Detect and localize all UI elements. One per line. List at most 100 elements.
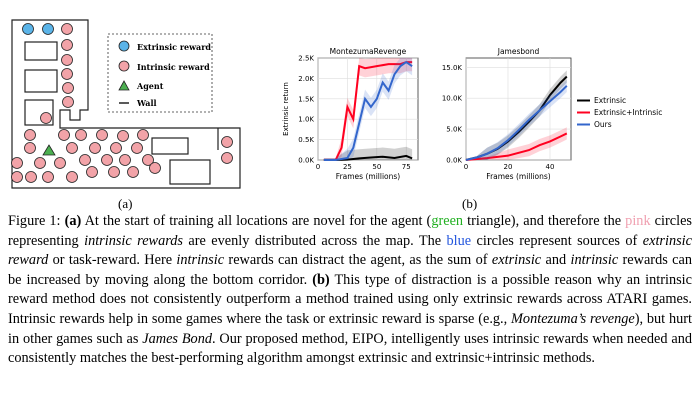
caption-text-9: rewards can be increased by moving along…	[8, 252, 692, 288]
x-tick-label: 0	[316, 163, 320, 171]
plot-title: MontezumaRevenge	[330, 47, 407, 56]
intrinsic-reward-circle	[86, 166, 98, 178]
legend-label: Ours	[594, 120, 612, 129]
caption-text-8: and	[541, 252, 571, 269]
intrinsic-reward-circle	[24, 142, 36, 154]
legend-agent-icon	[118, 80, 130, 91]
intrinsic-reward-circle	[131, 142, 143, 154]
intrinsic-reward-circle	[142, 154, 154, 166]
figure-caption: Figure 1: (a) At the start of training a…	[8, 212, 692, 369]
agent-triangle	[42, 144, 56, 156]
inner-wall-3	[24, 99, 54, 126]
figure-a-map: Extrinsic reward Intrinsic reward Agent …	[11, 19, 241, 189]
intrinsic-reward-circle	[62, 96, 74, 108]
caption-text-10: This type of distraction is a possible r…	[8, 271, 692, 327]
intrinsic-reward-circle	[101, 154, 113, 166]
series-line	[465, 132, 568, 161]
intrinsic-circles	[11, 23, 233, 183]
caption-text-3: circles representing	[8, 213, 692, 249]
plot-jamesbond: 0.0K 5.0K 10.0K 15.0K 0 20 40 Jamesbond Frames (…	[442, 47, 663, 181]
caption-em-intrinsic-rewards: intrinsic rewards	[84, 232, 183, 249]
intrinsic-reward-circle	[119, 154, 131, 166]
caption-em-extrinsic: extrinsic	[491, 252, 542, 269]
legend-wall-label: Wall	[136, 98, 157, 108]
x-tick-label: 75	[402, 163, 411, 171]
caption-text-2: triangle), and therefore the	[463, 213, 626, 229]
intrinsic-reward-circle	[58, 129, 70, 141]
intrinsic-reward-circle	[89, 142, 101, 154]
intrinsic-reward-circle	[221, 136, 233, 148]
outer-wall	[11, 19, 241, 189]
caption-blue-word: blue	[446, 232, 472, 249]
intrinsic-reward-circle	[66, 171, 78, 183]
series-line	[323, 61, 413, 161]
y-tick-label: 10.0K	[442, 95, 463, 103]
plot-frame	[465, 57, 572, 161]
intrinsic-reward-circle	[34, 157, 46, 169]
inner-wall-4	[151, 137, 189, 155]
x-tick-label: 0	[464, 163, 468, 171]
y-tick-label: 1.0K	[298, 116, 314, 124]
caption-b-marker: (b)	[312, 271, 330, 288]
series-line	[465, 85, 568, 161]
caption-em-intrinsic: intrinsic	[176, 252, 225, 269]
caption-text-6: or task-reward. Here	[48, 252, 177, 269]
extrinsic-reward-circle	[42, 23, 54, 35]
y-tick-label: 15.0K	[442, 64, 463, 72]
caption-text-11: ), but hurt in other games such as	[8, 310, 692, 347]
intrinsic-reward-circle	[137, 129, 149, 141]
map-walls	[11, 19, 241, 189]
legend-box	[107, 33, 213, 113]
intrinsic-reward-circle	[11, 157, 23, 169]
caption-green-word: green	[431, 213, 464, 229]
legend-agent-label: Agent	[136, 81, 164, 91]
series-band	[323, 58, 413, 160]
x-tick-label: 25	[343, 163, 352, 171]
legend-label: Extrinsic	[594, 96, 626, 105]
plot-title: Jamesbond	[497, 47, 540, 56]
x-axis-label: Frames (millions)	[486, 172, 550, 181]
y-tick-label: 0.0K	[298, 157, 314, 165]
caption-em-montezuma: Montezuma’s revenge	[511, 310, 635, 327]
y-tick-label: 2.0K	[298, 75, 314, 83]
caption-text-4: are evenly distributed across the map. T…	[183, 232, 447, 249]
series-band	[323, 58, 413, 160]
legend-intrinsic-label: Intrinsic reward	[137, 62, 210, 72]
intrinsic-reward-circle	[40, 112, 52, 124]
caption-em-jamesbond: James Bond	[142, 330, 212, 347]
intrinsic-reward-circle	[54, 157, 66, 169]
caption-pink-word: pink	[625, 213, 651, 229]
intrinsic-reward-circle	[62, 82, 74, 94]
y-tick-label: 1.5K	[298, 95, 314, 103]
intrinsic-reward-circle	[11, 171, 23, 183]
caption-a-marker: (a)	[64, 213, 82, 229]
intrinsic-reward-circle	[61, 39, 73, 51]
intrinsic-reward-circle	[127, 166, 139, 178]
inner-wall-5	[169, 159, 211, 185]
legend-intrinsic-icon	[118, 60, 130, 72]
intrinsic-reward-circle	[42, 171, 54, 183]
inner-wall-2	[24, 69, 58, 93]
extrinsic-reward-circle	[22, 23, 34, 35]
panel-label-a: (a)	[118, 196, 133, 211]
intrinsic-reward-circle	[221, 152, 233, 164]
intrinsic-reward-circle	[117, 130, 129, 142]
intrinsic-reward-circle	[75, 129, 87, 141]
intrinsic-reward-circle	[66, 142, 78, 154]
caption-prefix: Figure 1:	[8, 213, 65, 229]
intrinsic-reward-circle	[61, 54, 73, 66]
caption-text-12: . Our proposed method, EIPO, intelligent…	[8, 330, 692, 367]
caption-text-5: circles represent sources of	[471, 232, 643, 249]
plot-montezuma: 0.0K 0.5K 1.0K 1.5K 2.0K 2.5K 0 25 50 75 Montezuma…	[282, 47, 419, 181]
y-tick-label: 0.5K	[298, 136, 314, 144]
y-axis-label: Extrinsic return	[282, 82, 290, 136]
panel-label-b: (b)	[462, 196, 478, 211]
inner-wall-1	[24, 41, 58, 61]
legend-label: Extrinsic+Intrinsic	[594, 108, 662, 117]
x-tick-label: 50	[372, 163, 381, 171]
y-tick-label: 5.0K	[446, 126, 462, 134]
intrinsic-reward-circle	[24, 129, 36, 141]
caption-text-1: At the start of training all locations a…	[81, 213, 432, 229]
caption-em-intrinsic-2: intrinsic	[570, 252, 619, 269]
intrinsic-reward-circle	[61, 68, 73, 80]
